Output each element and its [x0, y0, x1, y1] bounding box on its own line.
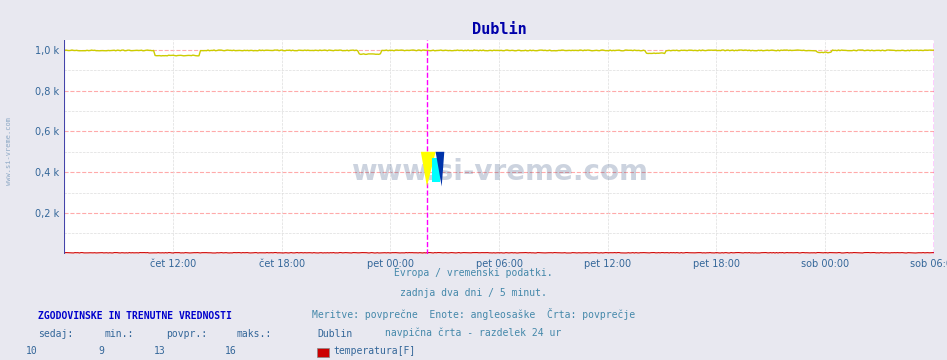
Text: 16: 16 — [225, 346, 237, 356]
Text: 9: 9 — [98, 346, 104, 356]
Text: www.si-vreme.com: www.si-vreme.com — [350, 158, 648, 186]
Polygon shape — [420, 152, 436, 186]
Polygon shape — [436, 152, 444, 186]
Title: Dublin: Dublin — [472, 22, 527, 37]
Text: povpr.:: povpr.: — [166, 329, 206, 339]
Text: www.si-vreme.com: www.si-vreme.com — [7, 117, 12, 185]
Text: zadnja dva dni / 5 minut.: zadnja dva dni / 5 minut. — [400, 288, 547, 298]
Text: min.:: min.: — [104, 329, 134, 339]
Polygon shape — [432, 158, 440, 183]
Text: 13: 13 — [154, 346, 166, 356]
Text: navpična črta - razdelek 24 ur: navpična črta - razdelek 24 ur — [385, 328, 562, 338]
Text: Dublin: Dublin — [317, 329, 352, 339]
Text: Meritve: povprečne  Enote: angleosaške  Črta: povprečje: Meritve: povprečne Enote: angleosaške Čr… — [312, 308, 635, 320]
Text: sedaj:: sedaj: — [38, 329, 73, 339]
Text: maks.:: maks.: — [237, 329, 272, 339]
Text: Evropa / vremenski podatki.: Evropa / vremenski podatki. — [394, 268, 553, 278]
Text: 10: 10 — [27, 346, 38, 356]
Text: ZGODOVINSKE IN TRENUTNE VREDNOSTI: ZGODOVINSKE IN TRENUTNE VREDNOSTI — [38, 311, 232, 321]
Text: temperatura[F]: temperatura[F] — [333, 346, 416, 356]
